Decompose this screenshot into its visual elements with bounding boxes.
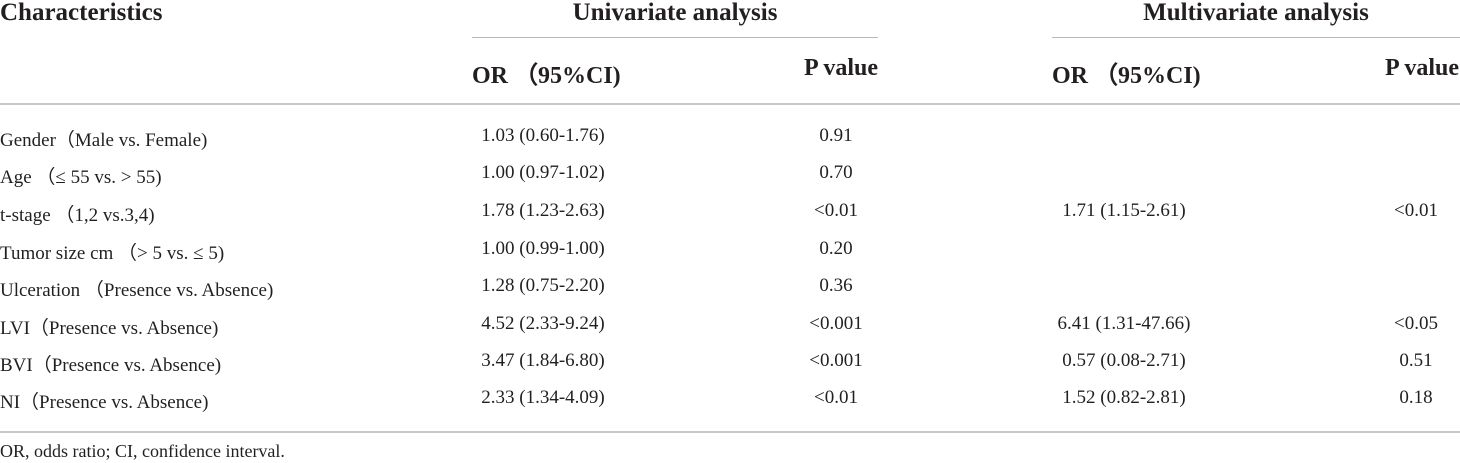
row-label: t-stage （1,2 vs.3,4) [0, 200, 155, 227]
row-multivariate-p: <0.01 [1394, 200, 1438, 222]
header-characteristics: Characteristics [0, 0, 162, 27]
table-bottom-rule [0, 431, 1460, 433]
header-univariate-analysis: Univariate analysis [573, 0, 778, 27]
row-multivariate-p: <0.05 [1394, 313, 1438, 335]
header-univariate-or: OR （95%CI) [472, 55, 621, 90]
row-label: Ulceration （Presence vs. Absence) [0, 275, 273, 302]
header-multivariate-or: OR （95%CI) [1052, 55, 1201, 90]
row-multivariate-or: 1.71 (1.15-2.61) [1062, 200, 1185, 222]
row-label: LVI（Presence vs. Absence) [0, 313, 218, 340]
row-label: BVI（Presence vs. Absence) [0, 350, 221, 377]
row-univariate-or: 1.00 (0.97-1.02) [481, 162, 604, 184]
row-label: Tumor size cm （> 5 vs. ≤ 5) [0, 238, 224, 265]
row-univariate-or: 1.03 (0.60-1.76) [481, 125, 604, 147]
row-multivariate-or: 6.41 (1.31-47.66) [1058, 313, 1191, 335]
row-univariate-or: 1.28 (0.75-2.20) [481, 275, 604, 297]
row-univariate-p: 0.20 [819, 238, 852, 260]
header-multivariate-analysis: Multivariate analysis [1143, 0, 1369, 27]
row-label: Age （≤ 55 vs. > 55) [0, 162, 162, 189]
row-multivariate-or: 1.52 (0.82-2.81) [1062, 387, 1185, 409]
row-univariate-p: <0.01 [814, 387, 858, 409]
row-univariate-p: 0.36 [819, 275, 852, 297]
row-label: NI（Presence vs. Absence) [0, 387, 208, 414]
row-univariate-p: 0.91 [819, 125, 852, 147]
row-univariate-p: 0.70 [819, 162, 852, 184]
header-multivariate-p: P value [1385, 55, 1459, 82]
row-univariate-or: 3.47 (1.84-6.80) [481, 350, 604, 372]
header-bottom-rule [0, 103, 1460, 105]
row-multivariate-p: 0.51 [1399, 350, 1432, 372]
row-univariate-or: 4.52 (2.33-9.24) [481, 313, 604, 335]
table-footnote: OR, odds ratio; CI, confidence interval. [0, 441, 285, 462]
row-univariate-p: <0.001 [809, 313, 862, 335]
row-univariate-or: 1.78 (1.23-2.63) [481, 200, 604, 222]
row-univariate-or: 1.00 (0.99-1.00) [481, 238, 604, 260]
row-univariate-p: <0.01 [814, 200, 858, 222]
header-univariate-p: P value [804, 55, 878, 82]
multivariate-group-rule [1052, 37, 1460, 38]
row-multivariate-or: 0.57 (0.08-2.71) [1062, 350, 1185, 372]
row-multivariate-p: 0.18 [1399, 387, 1432, 409]
row-label: Gender（Male vs. Female) [0, 125, 207, 152]
row-univariate-or: 2.33 (1.34-4.09) [481, 387, 604, 409]
univariate-group-rule [472, 37, 878, 38]
row-univariate-p: <0.001 [809, 350, 862, 372]
